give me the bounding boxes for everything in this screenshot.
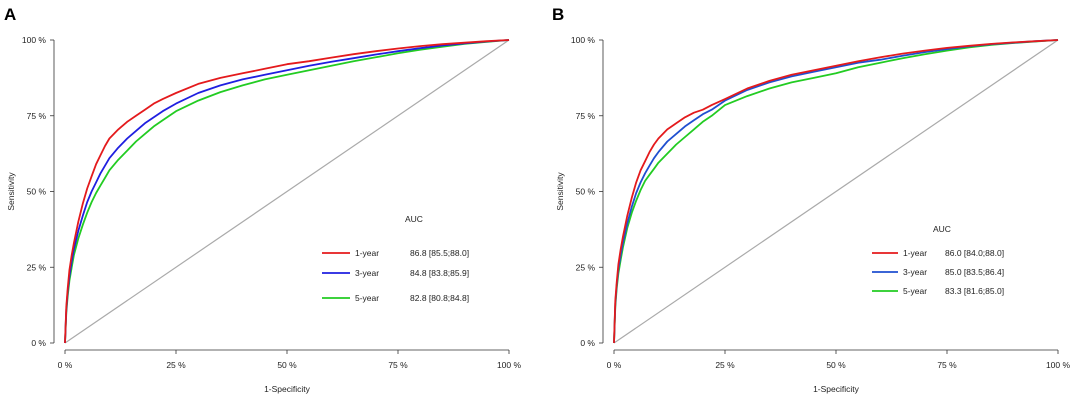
legend-label: 3-year — [903, 267, 927, 277]
y-tick-label: 50 % — [27, 187, 47, 197]
x-tick-label: 100 % — [1046, 360, 1071, 370]
y-tick-label: 0 % — [31, 338, 46, 348]
legend-title: AUC — [405, 214, 423, 224]
roc-panel-a: 0 % 25 % 50 % 75 % 100 % 0 % 25 % 50 % 75 % 100 %… — [6, 35, 521, 394]
y-tick-label: 100 % — [22, 35, 47, 45]
legend-auc-value: 84.8 [83.8;85.9] — [410, 268, 469, 278]
legend-label: 5-year — [903, 286, 927, 296]
roc-curve-1-year — [64, 39, 510, 344]
y-tick-label: 25 % — [27, 262, 47, 272]
y-tick-label: 50 % — [576, 187, 596, 197]
legend-auc-value: 83.3 [81.6;85.0] — [945, 286, 1004, 296]
panel-label-b: B — [552, 5, 564, 24]
y-axis-title: Sensitivity — [555, 172, 565, 211]
x-tick-label: 75 % — [937, 360, 957, 370]
y-tick-label: 25 % — [576, 262, 596, 272]
y-tick-label: 100 % — [571, 35, 596, 45]
legend-label: 1-year — [903, 248, 927, 258]
panel-label-a: A — [4, 5, 16, 24]
roc-curve-3-year — [64, 39, 510, 344]
x-tick-label: 0 % — [607, 360, 622, 370]
y-tick-label: 0 % — [580, 338, 595, 348]
roc-curve-5-year — [613, 39, 1059, 344]
y-tick-label: 75 % — [576, 111, 596, 121]
roc-curve-5-year — [64, 39, 510, 344]
legend-auc-value: 85.0 [83.5;86.4] — [945, 267, 1004, 277]
legend-title: AUC — [933, 224, 951, 234]
x-tick-label: 50 % — [826, 360, 846, 370]
legend-auc-value: 86.8 [85.5;88.0] — [410, 248, 469, 258]
legend-label: 5-year — [355, 293, 379, 303]
roc-curve-1-year — [613, 39, 1059, 344]
x-tick-label: 0 % — [58, 360, 73, 370]
x-tick-label: 25 % — [166, 360, 186, 370]
legend-auc-value: 82.8 [80.8;84.8] — [410, 293, 469, 303]
x-axis-title: 1-Specificity — [264, 384, 311, 394]
roc-panel-b: 0 % 25 % 50 % 75 % 100 % 0 % 25 % 50 % 75 % 100 %… — [555, 35, 1070, 394]
reference-diagonal — [613, 39, 1059, 344]
legend-label: 3-year — [355, 268, 379, 278]
x-tick-label: 25 % — [715, 360, 735, 370]
x-tick-label: 100 % — [497, 360, 522, 370]
x-tick-label: 50 % — [277, 360, 297, 370]
y-tick-label: 75 % — [27, 111, 47, 121]
x-axis-title: 1-Specificity — [813, 384, 860, 394]
y-axis-title: Sensitivity — [6, 172, 16, 211]
reference-diagonal — [64, 39, 510, 344]
roc-curve-3-year — [613, 39, 1059, 344]
legend-label: 1-year — [355, 248, 379, 258]
x-tick-label: 75 % — [388, 360, 408, 370]
legend-auc-value: 86.0 [84.0;88.0] — [945, 248, 1004, 258]
